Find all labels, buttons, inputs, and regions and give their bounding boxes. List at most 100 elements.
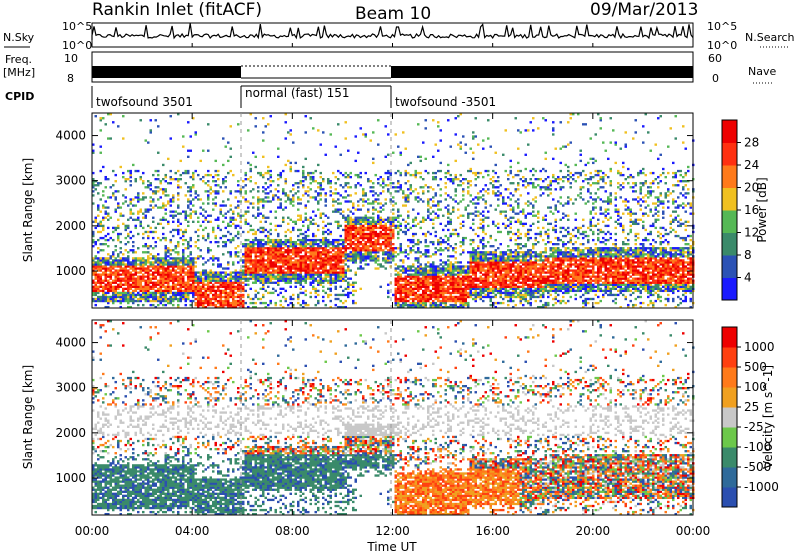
power-cell xyxy=(154,257,157,260)
power-cell xyxy=(272,198,275,201)
power-cell xyxy=(92,240,95,244)
power-cell xyxy=(482,273,485,276)
power-cell xyxy=(309,291,312,295)
power-cell xyxy=(432,287,435,291)
power-cell xyxy=(214,218,217,221)
power-cell xyxy=(472,238,475,242)
power-cell xyxy=(452,277,455,280)
power-cell xyxy=(214,236,217,240)
power-cell xyxy=(454,267,457,270)
power-cell xyxy=(239,269,242,272)
power-cell xyxy=(477,247,480,250)
power-cell xyxy=(134,257,137,260)
power-cell xyxy=(309,281,312,284)
power-cell xyxy=(247,253,250,256)
power-cell xyxy=(199,279,202,282)
power-cell xyxy=(264,279,267,282)
power-cell xyxy=(332,259,335,262)
power-cell xyxy=(217,263,220,266)
power-cell xyxy=(452,267,455,270)
power-cell xyxy=(292,198,295,201)
power-cell xyxy=(137,303,140,307)
power-cell xyxy=(182,285,185,288)
power-cell xyxy=(469,243,472,246)
power-cell xyxy=(447,222,450,226)
power-cell xyxy=(124,200,127,203)
power-cell xyxy=(429,271,432,274)
power-cell xyxy=(154,119,157,122)
power-cell xyxy=(427,255,430,258)
power-cell xyxy=(167,281,170,284)
power-cell xyxy=(197,255,200,258)
power-cell xyxy=(322,212,325,215)
power-cell xyxy=(457,234,460,238)
power-cell xyxy=(189,277,192,280)
power-cell xyxy=(384,230,387,234)
power-cell xyxy=(162,281,165,284)
power-cell xyxy=(192,287,195,291)
power-cell xyxy=(344,273,347,276)
power-cell xyxy=(319,265,322,268)
power-cell xyxy=(314,253,317,256)
power-cell xyxy=(94,263,97,266)
power-cell xyxy=(294,245,297,248)
power-cell xyxy=(182,283,185,286)
power-cell xyxy=(479,265,482,268)
power-cell xyxy=(377,202,380,205)
power-cell xyxy=(172,257,175,260)
power-cell xyxy=(127,240,130,244)
power-cell xyxy=(387,283,390,286)
power-cell xyxy=(137,285,140,288)
power-cell xyxy=(304,293,307,297)
power-cell xyxy=(99,297,102,301)
power-cell xyxy=(424,240,427,244)
power-cell xyxy=(224,279,227,282)
power-cell xyxy=(434,295,437,299)
power-cell xyxy=(352,285,355,288)
power-cell xyxy=(414,196,417,199)
power-cell xyxy=(147,255,150,258)
power-cell xyxy=(302,261,305,264)
power-cell xyxy=(139,277,142,280)
power-cell xyxy=(202,285,205,288)
power-cell xyxy=(344,271,347,274)
power-cell xyxy=(299,243,302,246)
power-cell xyxy=(232,295,235,299)
power-cell xyxy=(107,273,110,276)
power-cell xyxy=(387,234,390,238)
power-cell xyxy=(267,192,270,195)
power-cell xyxy=(147,259,150,262)
power-cell xyxy=(439,293,442,297)
power-cell xyxy=(347,220,350,223)
power-cell xyxy=(472,287,475,291)
power-cell xyxy=(162,257,165,260)
power-cell xyxy=(417,271,420,274)
power-cell xyxy=(127,263,130,266)
power-cell xyxy=(327,269,330,272)
power-cell xyxy=(354,216,357,219)
power-cell xyxy=(457,291,460,295)
power-cell xyxy=(427,171,430,175)
power-cell xyxy=(477,214,480,217)
power-cell xyxy=(327,259,330,262)
power-cell xyxy=(204,271,207,274)
power-cell xyxy=(214,289,217,293)
power-cell xyxy=(132,163,135,167)
power-cell xyxy=(179,222,182,226)
power-cell xyxy=(434,178,437,181)
power-cell xyxy=(459,287,462,291)
power-cell xyxy=(447,247,450,250)
power-cell xyxy=(429,303,432,307)
power-cell xyxy=(362,188,365,191)
power-cell xyxy=(327,232,330,236)
power-cell xyxy=(272,240,275,244)
power-cell xyxy=(222,291,225,295)
power-cell xyxy=(177,224,180,228)
power-cell xyxy=(437,305,440,309)
power-cell xyxy=(409,184,412,187)
power-cell xyxy=(414,301,417,305)
power-cell xyxy=(99,285,102,288)
power-cell xyxy=(122,283,125,286)
power-cell xyxy=(367,226,370,230)
power-cell xyxy=(404,275,407,278)
